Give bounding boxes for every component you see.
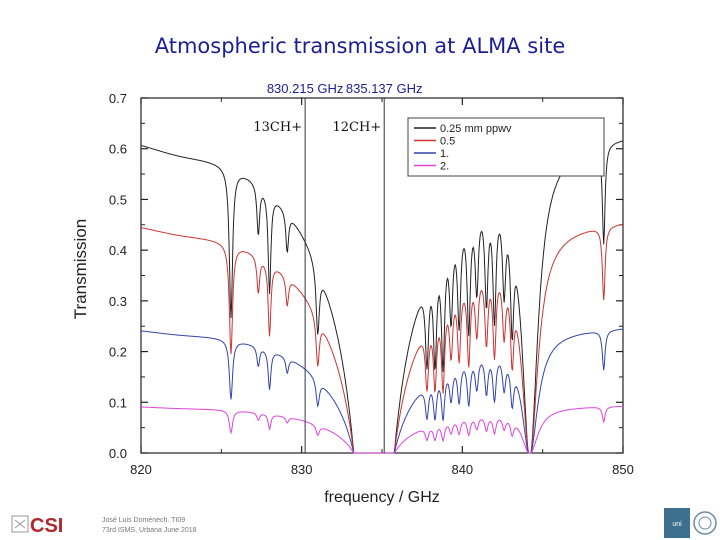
- legend-entry: 0.5: [440, 136, 455, 148]
- x-axis-label: frequency / GHz: [324, 489, 440, 506]
- y-tick-label: 0.6: [109, 142, 127, 157]
- y-tick-label: 0.0: [109, 446, 127, 461]
- marker-frequency-label: 830.215 GHz: [267, 81, 344, 96]
- footer-credit: José Luis Doménech. TI09 73rd ISMS, Urba…: [102, 516, 197, 536]
- y-tick-label: 0.1: [109, 395, 127, 410]
- x-tick-label: 830: [291, 462, 313, 477]
- species-label: 12CH+: [332, 120, 381, 135]
- legend-box: [407, 117, 605, 177]
- legend-entry: 2.: [440, 161, 449, 173]
- csic-logo-text: CSI: [30, 515, 63, 536]
- series-line: [140, 140, 624, 454]
- chart-ticks: 0.0 0.1 0.2 0.3 0.4 0.5 0.6 0.7 820 830 840 850: [109, 91, 634, 477]
- x-tick-label: 820: [130, 462, 152, 477]
- y-tick-label: 0.3: [109, 294, 127, 309]
- university-logo-text: uni: [672, 521, 682, 528]
- chart-series: [140, 140, 624, 454]
- csic-logo: CSI: [11, 515, 63, 536]
- footer-author: José Luis Doménech. TI09: [102, 517, 186, 524]
- x-tick-label: 840: [451, 462, 473, 477]
- slide-title: Atmospheric transmission at ALMA site: [154, 34, 566, 58]
- marker-frequency-label: 835.137 GHz: [346, 81, 423, 96]
- chart-markers: 830.215 GHz 13CH+ 835.137 GHz 12CH+: [253, 81, 423, 453]
- footer-conference: 73rd ISMS, Urbana June 2018: [102, 527, 197, 534]
- series-line: [141, 405, 623, 454]
- series-line: [140, 328, 624, 454]
- university-logo: uni: [664, 508, 717, 538]
- legend-entry: 1.: [440, 148, 449, 160]
- legend-entry: 0.25 mm ppwv: [440, 123, 512, 135]
- species-label: 13CH+: [253, 120, 302, 135]
- x-tick-label: 850: [612, 462, 634, 477]
- y-tick-label: 0.5: [109, 192, 127, 207]
- y-tick-label: 0.4: [109, 243, 127, 258]
- crest-icon: [11, 515, 29, 533]
- university-logo-block: [664, 508, 690, 538]
- y-axis-label: Transmission: [71, 219, 90, 319]
- y-tick-label: 0.2: [109, 345, 127, 360]
- y-tick-label: 0.7: [109, 91, 127, 106]
- seal-icon: [693, 511, 717, 535]
